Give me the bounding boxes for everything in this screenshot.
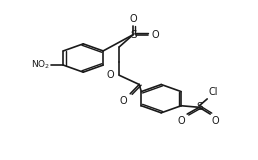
Text: Cl: Cl xyxy=(208,87,218,97)
Text: S: S xyxy=(130,30,136,40)
Text: O: O xyxy=(120,96,127,106)
Text: O: O xyxy=(152,30,159,40)
Text: S: S xyxy=(196,102,203,112)
Text: NO$_2$: NO$_2$ xyxy=(31,59,51,71)
Text: O: O xyxy=(177,116,185,126)
Text: O: O xyxy=(130,14,137,24)
Text: O: O xyxy=(211,116,219,126)
Text: O: O xyxy=(107,70,114,80)
